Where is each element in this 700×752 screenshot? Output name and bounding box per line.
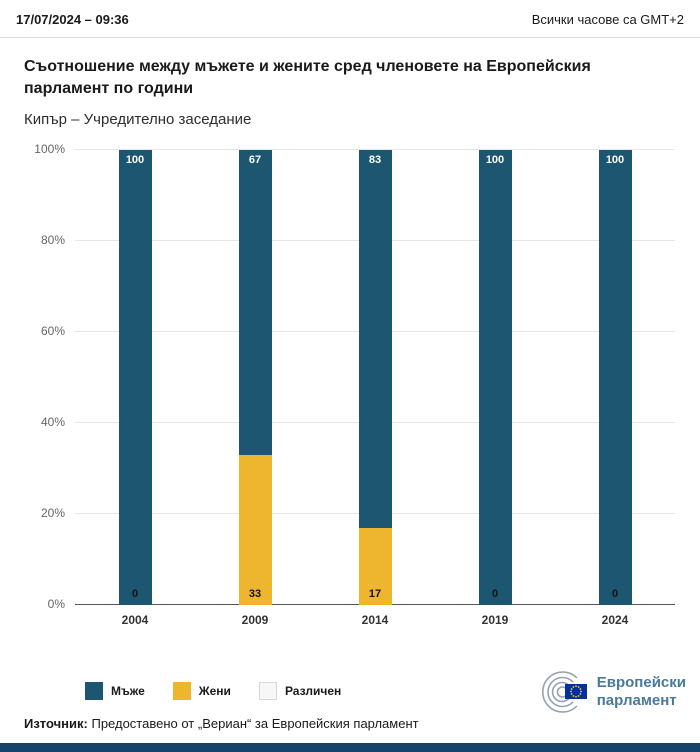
- segment-men[interactable]: 83: [358, 150, 392, 528]
- legend-item[interactable]: Различен: [258, 682, 342, 700]
- top-bar: 17/07/2024 – 09:36 Всички часове са GMT+…: [0, 0, 700, 38]
- y-tick-label: 20%: [40, 506, 65, 520]
- y-tick-label: 80%: [40, 233, 65, 247]
- segment-women[interactable]: [238, 454, 272, 605]
- segment-men[interactable]: 100: [118, 150, 152, 605]
- legend-label: Различен: [284, 684, 342, 698]
- ep-hemicycle-icon: [541, 671, 587, 713]
- european-parliament-logo: Европейски парламент: [539, 668, 686, 716]
- legend-swatch: [172, 682, 191, 700]
- x-tick-label-2014: 2014: [361, 613, 389, 627]
- plot-area: 0% 20% 40% 60% 80% 100% 100 0 2004 67 33 2009 83 17 20…: [34, 142, 675, 627]
- chart-subtitle: Кипър – Учредително заседание: [24, 110, 252, 128]
- y-tick-label: 60%: [40, 324, 65, 338]
- legend-item[interactable]: Мъже: [85, 682, 145, 700]
- source-text: Предоставено от „Вериан“ за Европейския …: [87, 716, 419, 731]
- gridline: 100%: [34, 142, 675, 156]
- stacked-bar-2009[interactable]: 67 33: [238, 150, 272, 605]
- legend-label: Мъже: [111, 684, 145, 698]
- segment-women[interactable]: [358, 527, 392, 605]
- stacked-bar-2004[interactable]: 100 0: [118, 150, 152, 605]
- stacked-bar-2024[interactable]: 100 0: [598, 150, 632, 605]
- segment-men[interactable]: 100: [478, 150, 512, 605]
- chart-area: 0% 20% 40% 60% 80% 100% 100 0 2004 67 33 2009 83 17 20…: [0, 142, 700, 627]
- legend-item[interactable]: Жени: [172, 682, 231, 700]
- x-tick-label-2009: 2009: [241, 613, 269, 627]
- source-label: Източник:: [24, 716, 88, 731]
- x-tick-label-2024: 2024: [601, 613, 629, 627]
- y-tick-label: 40%: [40, 415, 65, 429]
- women-value-label: 0: [611, 588, 619, 600]
- women-value-label: 17: [368, 588, 382, 600]
- legend-swatch: [258, 682, 277, 700]
- stacked-bar-2019[interactable]: 100 0: [478, 150, 512, 605]
- women-value-label: 33: [248, 588, 262, 600]
- y-tick-label: 0%: [47, 597, 65, 611]
- timezone-note: Всички часове са GMT+2: [531, 12, 684, 27]
- women-value-label: 0: [491, 588, 499, 600]
- men-value-label: 100: [605, 154, 625, 166]
- chart-legend: Мъже Жени Различен: [85, 682, 341, 700]
- eu-flag-icon: [564, 684, 587, 699]
- women-value-label: 0: [131, 588, 139, 600]
- segment-men[interactable]: 67: [238, 150, 272, 455]
- y-tick-label: 100%: [34, 142, 65, 156]
- legend-label: Жени: [198, 684, 231, 698]
- logo-line1: Европейски: [596, 674, 686, 691]
- stacked-bar-2014[interactable]: 83 17: [358, 150, 392, 605]
- men-value-label: 100: [485, 154, 505, 166]
- source-line: Източник: Предоставено от „Вериан“ за Ев…: [24, 716, 419, 731]
- men-value-label: 83: [368, 154, 382, 167]
- men-value-label: 100: [125, 154, 145, 166]
- chart-title: Съотношение между мъжете и жените сред ч…: [24, 58, 591, 98]
- legend-swatch: [85, 682, 103, 700]
- logo-text: Европейски парламент: [597, 674, 686, 710]
- footer-strip: [0, 743, 700, 752]
- title-block: Съотношение между мъжете и жените сред ч…: [0, 38, 700, 128]
- report-datetime: 17/07/2024 – 09:36: [16, 12, 129, 27]
- segment-men[interactable]: 100: [598, 150, 632, 605]
- logo-line2: парламент: [596, 692, 677, 709]
- men-value-label: 67: [248, 154, 262, 167]
- x-tick-label-2004: 2004: [121, 613, 149, 627]
- x-tick-label-2019: 2019: [481, 613, 509, 627]
